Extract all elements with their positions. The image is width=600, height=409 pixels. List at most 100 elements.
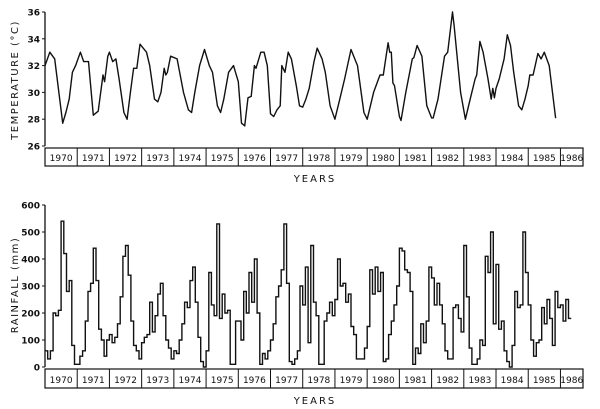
y-tick-label: 100 <box>21 337 40 347</box>
temperature-point <box>154 98 156 100</box>
x-tick-label: 1977 <box>275 154 298 164</box>
x-tick-label: 1984 <box>501 154 524 164</box>
x-tick-label: 1986 <box>560 376 583 386</box>
temperature-y-axis-label: TEMPERATURE (°C) <box>10 20 21 141</box>
temperature-point <box>273 116 275 118</box>
temperature-point <box>281 65 283 67</box>
x-tick-label: 1980 <box>372 376 395 386</box>
temperature-point <box>123 112 125 113</box>
x-tick-label: 1982 <box>436 376 459 386</box>
temperature-point <box>344 78 346 80</box>
temperature-point <box>244 125 246 127</box>
temperature-point <box>62 122 64 124</box>
rainfall-series-step <box>45 220 572 368</box>
temperature-point <box>405 91 407 93</box>
x-tick-label: 1986 <box>560 154 583 164</box>
y-tick-label: 400 <box>21 256 40 266</box>
temperature-point <box>555 117 557 119</box>
temperature-point <box>284 71 286 73</box>
temperature-point <box>49 51 51 53</box>
temperature-point <box>398 116 400 118</box>
temperature-point <box>490 98 492 100</box>
temperature-point <box>476 74 478 76</box>
temperature-point <box>503 58 505 60</box>
temperature-point <box>316 47 318 49</box>
temperature-point <box>443 55 445 57</box>
temperature-point <box>163 67 165 69</box>
x-tick-label: 1973 <box>146 376 169 386</box>
y-tick-label: 600 <box>21 202 40 212</box>
temperature-point <box>390 51 392 53</box>
temperature-point <box>521 109 523 111</box>
temperature-point <box>382 74 384 76</box>
x-tick-label: 1983 <box>468 154 491 164</box>
temperature-point <box>321 58 323 60</box>
x-tick-label: 1972 <box>114 154 137 164</box>
temperature-point <box>334 118 336 120</box>
x-tick-label: 1981 <box>404 154 427 164</box>
x-tick-label: 1974 <box>179 376 202 386</box>
temperature-point <box>112 61 114 63</box>
temperature-point <box>350 49 352 51</box>
temperature-point <box>460 91 462 93</box>
x-tick-label: 1980 <box>372 154 395 164</box>
temperature-point <box>452 11 454 13</box>
temperature-point <box>495 87 497 89</box>
temperature-point <box>339 98 341 100</box>
x-tick-label: 1976 <box>243 154 266 164</box>
temperature-point <box>447 51 449 53</box>
temperature-point <box>532 74 534 76</box>
x-tick-label: 1973 <box>146 154 169 164</box>
temperature-point <box>295 85 297 87</box>
temperature-point <box>308 87 310 89</box>
temperature-point <box>518 105 520 107</box>
temperature-point <box>183 91 185 93</box>
temperature-point <box>492 87 494 89</box>
temperature-point <box>165 74 167 76</box>
y-tick-label: 34 <box>27 35 40 45</box>
temperature-point <box>149 65 151 67</box>
temperature-point <box>510 45 512 46</box>
temperature-point <box>170 55 172 57</box>
temperature-point <box>543 51 545 53</box>
temperature-point <box>513 71 515 73</box>
temperature-point <box>250 95 252 97</box>
temperature-point <box>212 71 214 73</box>
temperature-point <box>437 98 439 100</box>
temperature-point <box>260 51 262 53</box>
x-tick-label: 1977 <box>275 376 298 386</box>
temperature-point <box>329 105 331 107</box>
temperature-point <box>400 120 402 122</box>
temperature-x-axis-label: YEARS <box>293 174 337 185</box>
temperature-point <box>87 61 89 63</box>
temperature-point <box>107 55 109 57</box>
temperature-point <box>469 98 471 100</box>
temperature-point <box>79 51 81 53</box>
temperature-point <box>241 122 243 124</box>
x-tick-label: 1982 <box>436 154 459 164</box>
temperature-point <box>356 65 358 67</box>
temperature-point <box>220 112 222 113</box>
temperature-point <box>270 113 272 115</box>
x-tick-label: 1974 <box>179 154 202 164</box>
temperature-point <box>537 53 539 55</box>
temperature-point <box>203 49 205 51</box>
x-tick-label: 1984 <box>501 376 524 386</box>
temperature-point <box>416 45 418 46</box>
temperature-point <box>366 118 368 120</box>
y-tick-label: 32 <box>27 62 40 72</box>
temperature-point <box>413 57 415 59</box>
temperature-point <box>305 98 307 100</box>
temperature-point <box>266 65 268 67</box>
x-tick-label: 1970 <box>50 376 73 386</box>
temperature-point <box>379 74 381 76</box>
temperature-point <box>194 91 196 93</box>
temperature-point <box>191 112 193 113</box>
temperature-point <box>92 114 94 116</box>
x-tick-label: 1979 <box>340 376 363 386</box>
temperature-point <box>263 51 265 53</box>
temperature-point <box>389 51 391 53</box>
x-tick-label: 1981 <box>404 376 427 386</box>
temperature-point <box>324 71 326 73</box>
rainfall-x-axis-label: YEARS <box>293 396 337 407</box>
